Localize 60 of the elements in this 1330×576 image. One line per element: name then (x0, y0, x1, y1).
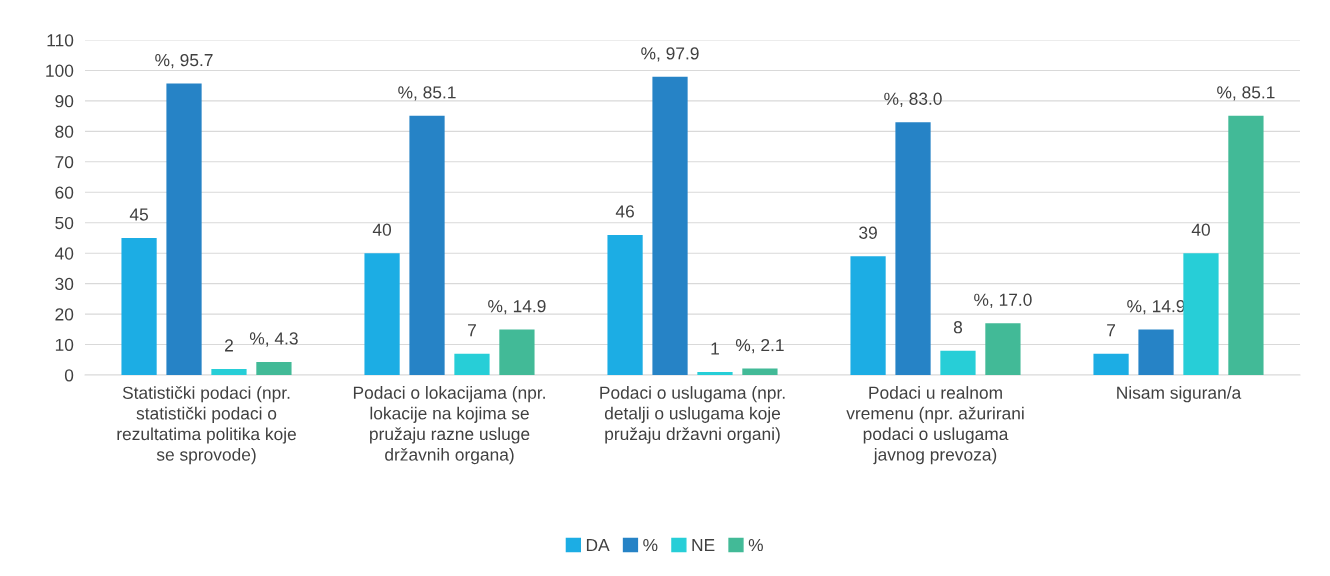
data-label: 1 (711, 342, 719, 355)
data-label: %, 4.3 (249, 332, 298, 347)
data-label: 2 (225, 339, 233, 352)
bar (121, 237, 157, 375)
data-label: 8 (953, 321, 963, 334)
y-tick-label: 20 (55, 308, 74, 321)
bar (1138, 329, 1174, 375)
bar (1228, 115, 1264, 375)
data-label: %, 83.0 (884, 92, 942, 107)
bar (409, 115, 445, 375)
y-tick-label: 0 (64, 369, 74, 382)
data-label: %, 97.9 (641, 47, 699, 62)
bar (1093, 353, 1129, 375)
data-label: 39 (859, 226, 877, 239)
x-tick-label: Nisam siguran/a (1117, 386, 1242, 403)
bar (697, 371, 733, 375)
y-tick-label: 60 (55, 186, 74, 199)
x-tick-label: Statistički podaci (npr. statistički podaci o rezultatima politika koje se sprovode) (117, 386, 296, 465)
bar (607, 234, 643, 375)
bar (256, 361, 292, 375)
y-tick-label: 30 (55, 277, 74, 291)
bar (166, 83, 202, 375)
bar (850, 256, 886, 375)
legend-label: DA (586, 539, 610, 552)
x-tick-label: Podaci o lokacijama (npr. lokacije na kojima se pružaju razne usluge državnih organa) (353, 386, 545, 465)
bar (742, 368, 778, 375)
data-label: 40 (372, 223, 392, 236)
data-label: %, 95.7 (155, 53, 213, 69)
bar (211, 368, 247, 375)
y-tick-label: 70 (55, 155, 74, 169)
bar (454, 353, 490, 375)
x-tick-label: Podaci u realnom vremenu (npr. ažurirani podaci o uslugama javnog prevoza) (846, 386, 1024, 465)
data-label: 7 (468, 324, 476, 337)
bar (985, 323, 1021, 375)
data-label: %, 2.1 (735, 338, 784, 354)
y-tick-label: 90 (55, 95, 74, 108)
data-label: 46 (615, 205, 634, 218)
bar (364, 253, 400, 375)
bar (1183, 253, 1219, 375)
data-label: %, 85.1 (1217, 86, 1275, 101)
bar (499, 329, 535, 375)
data-label: 7 (1107, 324, 1116, 337)
x-tick-label: Podaci o uslugama (npr. detalji o uslugama koje pružaju državni organi) (600, 386, 785, 444)
y-tick-label: 40 (54, 247, 74, 260)
legend-label: % (748, 538, 763, 552)
data-label: %, 17.0 (974, 293, 1032, 308)
y-tick-label: 10 (55, 338, 74, 352)
legend-label: % (643, 538, 658, 552)
data-label: %, 85.1 (398, 86, 456, 101)
y-tick-label: 110 (47, 34, 74, 47)
data-label: %, 14.9 (488, 300, 546, 315)
bar (895, 122, 931, 375)
data-label: 45 (129, 208, 148, 221)
data-label: 40 (1191, 223, 1210, 236)
y-tick-label: 80 (55, 125, 74, 138)
y-tick-label: 100 (46, 64, 74, 77)
bar (940, 350, 976, 375)
legend-label: NE (692, 539, 715, 552)
y-tick-label: 50 (55, 216, 74, 230)
bar (652, 76, 688, 375)
